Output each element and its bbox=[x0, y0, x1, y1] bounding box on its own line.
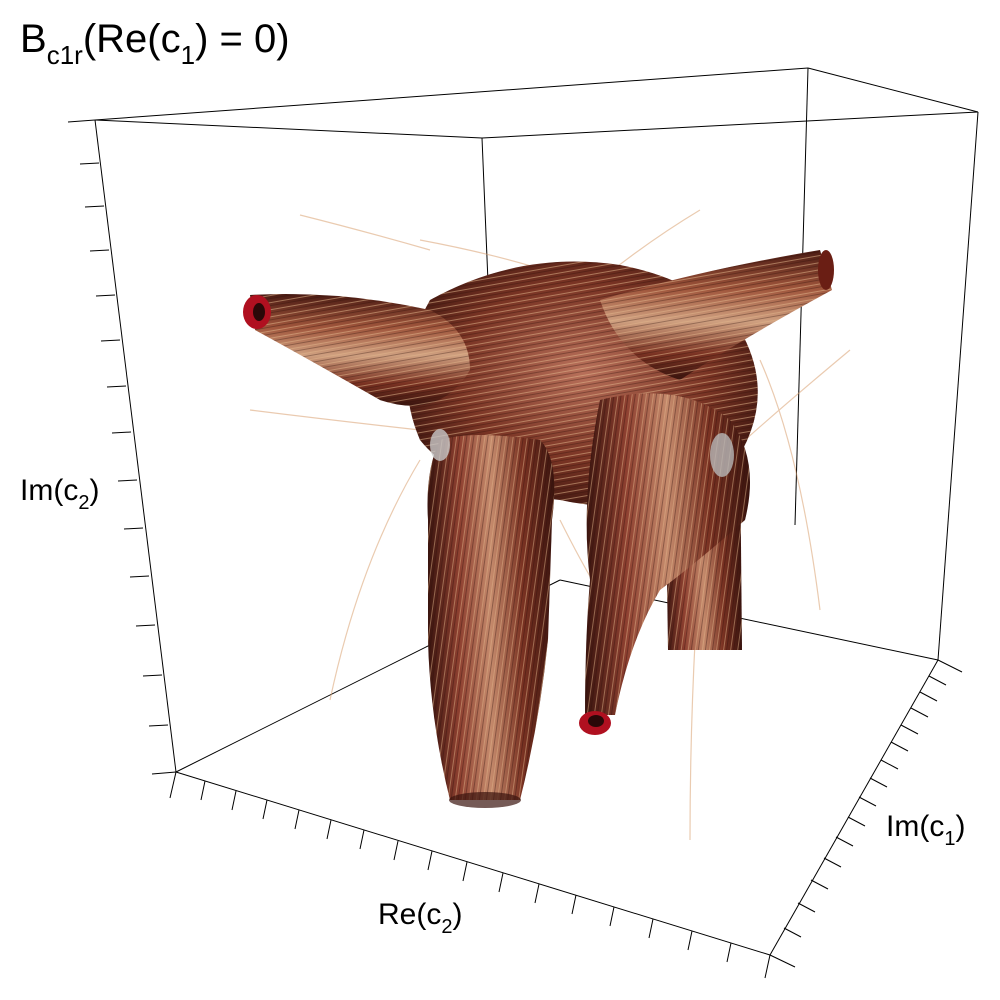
im-c2-ticks bbox=[67, 119, 177, 775]
axis-label-im-c1: Im(c1) bbox=[886, 810, 965, 850]
tube-front-right-branch bbox=[585, 393, 750, 715]
tube-end-right bbox=[818, 250, 834, 290]
highlight-pockets bbox=[430, 429, 734, 477]
tube-main-vertical bbox=[427, 435, 555, 808]
tube-openings bbox=[243, 250, 834, 735]
tube-upper-right-arm bbox=[600, 250, 832, 380]
plot-title: Bc1r(Re(c1) = 0) bbox=[20, 17, 290, 70]
tube-left-arm bbox=[250, 294, 470, 406]
axis-label-re-c2: Re(c2) bbox=[378, 898, 462, 938]
im-c1-ticks bbox=[769, 659, 963, 968]
re-c2-ticks bbox=[169, 771, 771, 979]
axis-label-im-c2: Im(c2) bbox=[20, 474, 99, 514]
bounding-box-front bbox=[94, 111, 979, 956]
